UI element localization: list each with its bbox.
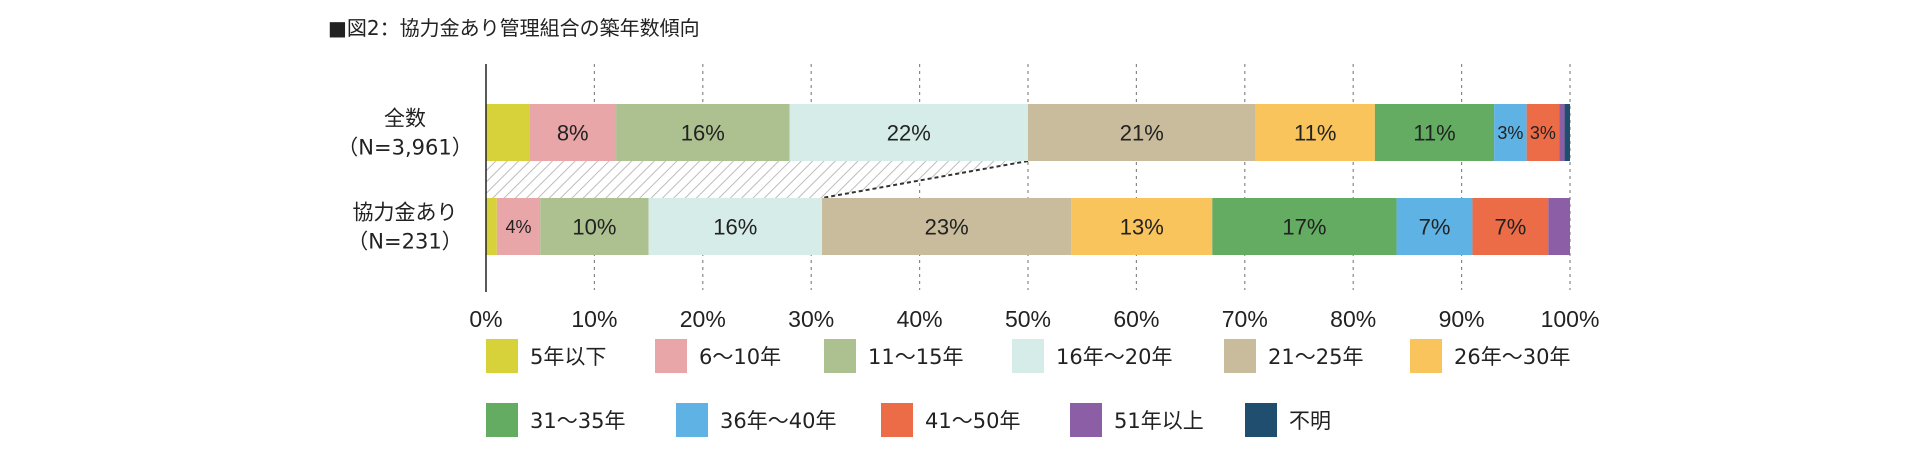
legend-label: 51年以上 — [1114, 409, 1204, 433]
row-label-name: 全数 — [384, 107, 426, 131]
bar-segment — [1472, 198, 1549, 255]
legend-swatch — [655, 339, 687, 373]
legend-label: 26年～30年 — [1454, 345, 1570, 369]
legend-label: 21～25年 — [1268, 345, 1363, 369]
row-label-layer: 全数 （N=3,961） 協力金あり （N=231） — [337, 107, 472, 254]
legend-swatch — [1012, 339, 1044, 373]
bar-segment — [648, 198, 823, 255]
row-label-sample-size: （N=3,961） — [337, 136, 472, 160]
row-label-name: 協力金あり — [353, 201, 458, 225]
legend-swatch — [1224, 339, 1256, 373]
bar-segment — [1255, 104, 1375, 161]
x-tick-label: 10% — [571, 306, 617, 332]
bar-segment — [1494, 104, 1527, 161]
bar-segment — [1548, 198, 1570, 255]
data-label: 4% — [506, 217, 532, 237]
bar-segment — [616, 104, 790, 161]
data-label: 21% — [1120, 120, 1164, 145]
data-label: 13% — [1120, 214, 1164, 239]
legend-label: 41～50年 — [925, 409, 1020, 433]
legend-label: 16年～20年 — [1056, 345, 1172, 369]
data-label: 23% — [925, 214, 969, 239]
x-tick-label: 80% — [1330, 306, 1376, 332]
legend-swatch — [1245, 403, 1277, 437]
x-tick-label: 50% — [1005, 306, 1051, 332]
legend-layer: 5年以下 6～10年 11～15年 16年～20年 21～25年 26年～30年 31～35… — [486, 339, 1570, 437]
bar-segment — [789, 104, 1028, 161]
bar-segment — [1526, 104, 1560, 161]
bar-segment — [1396, 198, 1473, 255]
x-tick-label: 0% — [469, 306, 502, 332]
bar-segment — [1559, 104, 1565, 161]
legend-label: 11～15年 — [868, 345, 963, 369]
x-tick-label: 100% — [1541, 306, 1600, 332]
bar-segment — [529, 104, 617, 161]
legend-label: 36年～40年 — [720, 409, 836, 433]
legend-label: 5年以下 — [530, 345, 606, 369]
legend-swatch — [676, 403, 708, 437]
x-tick-label: 40% — [897, 306, 943, 332]
bar-segment — [486, 198, 497, 255]
data-label: 3% — [1530, 123, 1556, 143]
bar-segment — [1564, 104, 1570, 161]
legend-label: 6～10年 — [699, 345, 781, 369]
legend-swatch — [824, 339, 856, 373]
data-label: 16% — [681, 120, 725, 145]
legend-label: 不明 — [1289, 409, 1331, 433]
data-label: 22% — [887, 120, 931, 145]
axis-layer: 0% 10% 20% 30% 40% 50% 60% 70% 80% 90% 100% — [469, 64, 1599, 332]
data-label: 3% — [1497, 123, 1523, 143]
x-tick-label: 60% — [1113, 306, 1159, 332]
bar-segment — [540, 198, 649, 255]
bar-segment — [1374, 104, 1495, 161]
bar-segment — [486, 104, 530, 161]
chart-title: ■図2：協力金あり管理組合の築年数傾向 — [328, 16, 700, 40]
bar-segment — [1212, 198, 1397, 255]
bar-segment — [822, 198, 1072, 255]
data-label: 7% — [1494, 214, 1526, 239]
bar-segment — [496, 198, 541, 255]
x-tick-label: 70% — [1222, 306, 1268, 332]
bar-segment — [1028, 104, 1256, 161]
data-label: 16% — [713, 214, 757, 239]
data-label: 17% — [1282, 214, 1326, 239]
comparison-hatch — [486, 161, 1028, 198]
data-label: 10% — [572, 214, 616, 239]
bar-layer: 8% 16% 22% 21% 11% 11% 3% 3% 4% 10% 16% 23% 13% 17% 7%… — [486, 104, 1570, 255]
legend-swatch — [486, 403, 518, 437]
legend-swatch — [1070, 403, 1102, 437]
x-tick-label: 30% — [788, 306, 834, 332]
legend-swatch — [1410, 339, 1442, 373]
legend-label: 31～35年 — [530, 409, 625, 433]
bar-segment — [1071, 198, 1213, 255]
data-label: 7% — [1419, 214, 1451, 239]
x-tick-label: 90% — [1439, 306, 1485, 332]
row-label-sample-size: （N=231） — [347, 230, 462, 254]
data-label: 11% — [1294, 120, 1336, 145]
connector-layer — [486, 160, 1029, 199]
legend-swatch — [881, 403, 913, 437]
legend-swatch — [486, 339, 518, 373]
x-tick-label: 20% — [680, 306, 726, 332]
data-label: 11% — [1413, 120, 1455, 145]
data-label: 8% — [557, 120, 589, 145]
